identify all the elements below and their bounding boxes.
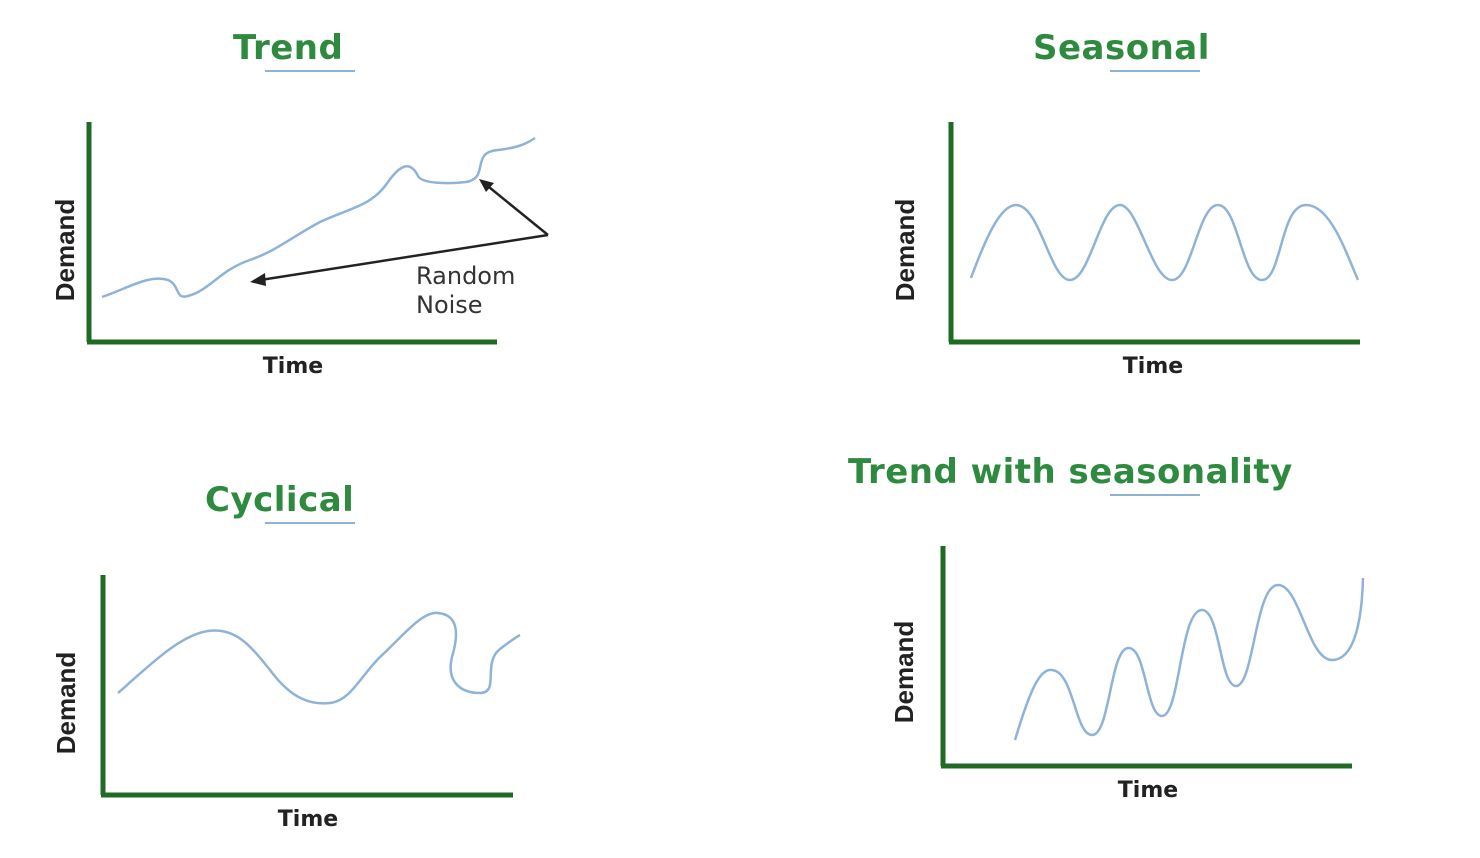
chart-title: Seasonal [1033, 28, 1210, 68]
annotation-noise: Noise [416, 291, 483, 319]
trend-seasonality-chart: Demand Time [889, 546, 1365, 803]
x-axis-label: Time [278, 807, 338, 832]
seasonal-chart: Demand Time [890, 122, 1360, 379]
chart-title: Cyclical [205, 480, 355, 520]
title-underline [1110, 70, 1200, 72]
title-underline [1110, 494, 1200, 496]
chart-title: Trend [233, 28, 344, 68]
cyclical-chart: Demand Time [51, 575, 521, 832]
chart-title: Trend with seasonality [848, 452, 1293, 492]
series-line [101, 136, 536, 299]
series-line [1013, 577, 1365, 741]
title-underline [265, 522, 355, 524]
noise-arrow-left-head [250, 273, 266, 286]
y-axis-label: Demand [889, 621, 919, 724]
annotation-random: Random [416, 262, 515, 290]
noise-arrow-right-head [479, 179, 494, 192]
x-axis-label: Time [263, 354, 323, 379]
x-axis-label: Time [1118, 778, 1178, 803]
x-axis-label: Time [1123, 354, 1183, 379]
title-underline [265, 70, 355, 72]
series-line [969, 203, 1360, 282]
noise-arrow-right [483, 182, 549, 236]
series-line [117, 611, 521, 705]
noise-arrow-left [253, 233, 549, 283]
trend-chart: Demand Time Random Noise [50, 122, 549, 379]
y-axis-label: Demand [50, 199, 80, 302]
y-axis-label: Demand [890, 199, 920, 302]
y-axis-label: Demand [51, 652, 81, 755]
